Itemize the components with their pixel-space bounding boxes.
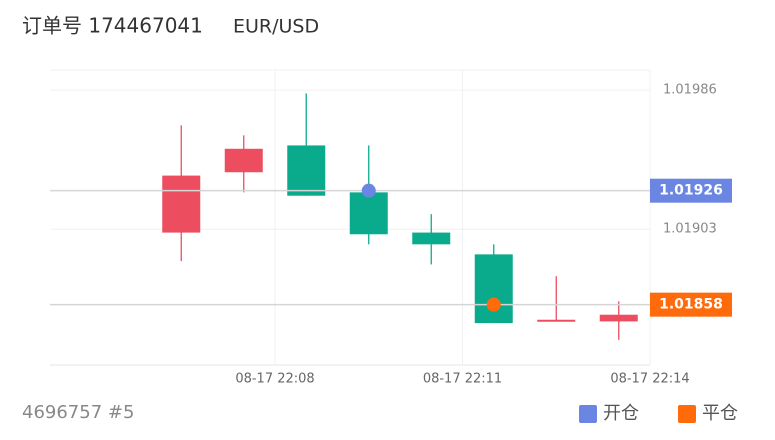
marker-tag bbox=[650, 292, 732, 317]
marker-dot bbox=[486, 297, 501, 312]
marker-dot bbox=[361, 183, 376, 198]
y-tick-label: 1.01986 bbox=[663, 83, 717, 98]
candle-body bbox=[474, 254, 513, 324]
x-tick-label: 08-17 22:11 bbox=[423, 372, 502, 387]
marker-tag-label: 1.01926 bbox=[659, 183, 723, 199]
legend-swatch bbox=[678, 405, 696, 423]
candle-body bbox=[162, 175, 201, 233]
legend-swatch bbox=[579, 405, 597, 423]
candle-body bbox=[349, 192, 388, 235]
marker-tag-label: 1.01858 bbox=[659, 297, 723, 313]
x-tick-label: 08-17 22:08 bbox=[235, 372, 314, 387]
candle-body bbox=[224, 148, 263, 173]
x-tick-label: 08-17 22:14 bbox=[610, 372, 689, 387]
candle-body bbox=[412, 232, 451, 245]
legend-label: 开仓 bbox=[603, 403, 639, 424]
footer: 4696757 #5 bbox=[22, 402, 134, 423]
candle-body bbox=[599, 314, 638, 322]
y-tick-label: 1.01903 bbox=[663, 222, 717, 237]
legend-label: 平仓 bbox=[702, 403, 738, 424]
marker-tag bbox=[650, 178, 732, 203]
candle-body bbox=[537, 319, 576, 322]
chart-title: 订单号 174467041 bbox=[22, 14, 203, 38]
candle-body bbox=[287, 145, 326, 196]
chart-subtitle: EUR/USD bbox=[233, 16, 319, 38]
